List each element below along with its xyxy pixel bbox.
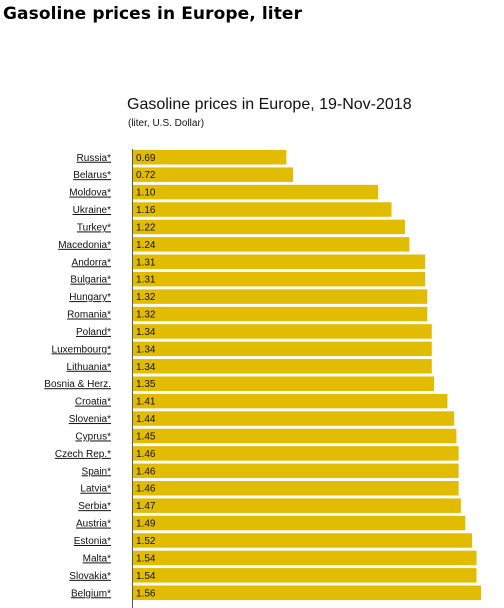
- bar: [133, 202, 392, 217]
- category-label[interactable]: Bosnia & Herz.: [44, 379, 111, 390]
- category-label[interactable]: Romania*: [67, 310, 111, 321]
- value-label: 1.34: [136, 362, 156, 373]
- category-label[interactable]: Latvia*: [80, 484, 111, 495]
- category-label[interactable]: Hungary*: [69, 292, 111, 303]
- category-label[interactable]: Belgium*: [71, 588, 111, 599]
- bar: [133, 480, 459, 496]
- value-label: 1.46: [136, 484, 156, 495]
- bar: [133, 359, 432, 374]
- bar: [133, 463, 459, 479]
- value-label: 1.41: [136, 397, 156, 408]
- value-label: 1.49: [136, 519, 156, 530]
- category-label[interactable]: Slovakia*: [69, 571, 111, 582]
- bar: [133, 376, 435, 391]
- category-label[interactable]: Croatia*: [75, 397, 111, 408]
- category-label[interactable]: Cyprus*: [75, 431, 111, 442]
- value-label: 1.45: [136, 431, 156, 442]
- bar: [133, 515, 466, 531]
- category-label[interactable]: Ukraine*: [73, 205, 111, 216]
- category-label[interactable]: Belarus*: [73, 170, 111, 181]
- category-label[interactable]: Poland*: [76, 327, 111, 338]
- page-title: Gasoline prices in Europe, liter: [3, 4, 303, 24]
- category-label[interactable]: Malta*: [83, 553, 111, 564]
- bar: [133, 411, 455, 426]
- bar: [133, 150, 287, 165]
- value-label: 0.69: [136, 153, 156, 164]
- bar: [133, 237, 410, 252]
- category-label[interactable]: Serbia*: [78, 501, 111, 512]
- value-label: 1.16: [136, 205, 156, 216]
- value-label: 1.46: [136, 449, 156, 460]
- bar: [133, 306, 428, 322]
- value-label: 1.54: [136, 553, 156, 564]
- value-label: 1.22: [136, 222, 156, 233]
- category-label[interactable]: Slovenia*: [69, 414, 111, 425]
- value-label: 1.35: [136, 379, 156, 390]
- bar: [133, 324, 432, 339]
- value-label: 1.32: [136, 310, 156, 321]
- value-label: 1.46: [136, 466, 156, 477]
- bar: [133, 393, 448, 409]
- category-label[interactable]: Spain*: [82, 466, 112, 477]
- chart-title: Gasoline prices in Europe, 19-Nov-2018: [127, 96, 412, 113]
- category-label[interactable]: Austria*: [76, 519, 111, 530]
- value-label: 1.31: [136, 257, 156, 268]
- category-label[interactable]: Moldova*: [69, 188, 111, 199]
- value-label: 1.47: [136, 501, 156, 512]
- bar: [133, 254, 426, 270]
- value-label: 1.34: [136, 344, 156, 355]
- chart-subtitle: (liter, U.S. Dollar): [128, 118, 205, 129]
- bar: [133, 428, 457, 444]
- category-label[interactable]: Lithuania*: [67, 362, 112, 373]
- bar: [133, 219, 405, 235]
- value-label: 1.24: [136, 240, 156, 251]
- bar: [133, 550, 477, 566]
- bar: [133, 167, 294, 182]
- value-label: 1.44: [136, 414, 156, 425]
- bar: [133, 341, 432, 357]
- category-label[interactable]: Estonia*: [74, 536, 111, 547]
- category-label[interactable]: Andorra*: [72, 257, 112, 268]
- category-label[interactable]: Macedonia*: [58, 240, 111, 251]
- value-label: 1.52: [136, 536, 156, 547]
- value-label: 1.10: [136, 188, 156, 199]
- bar: [133, 568, 477, 583]
- category-label[interactable]: Russia*: [77, 153, 112, 164]
- value-label: 1.31: [136, 275, 156, 286]
- category-label[interactable]: Luxembourg*: [52, 344, 112, 355]
- bar: [133, 289, 428, 304]
- bar: [133, 585, 481, 600]
- bar: [133, 533, 473, 548]
- value-label: 1.56: [136, 588, 156, 599]
- value-label: 0.72: [136, 170, 156, 181]
- bar: [133, 271, 426, 287]
- category-label[interactable]: Czech Rep.*: [55, 449, 111, 460]
- value-label: 1.54: [136, 571, 156, 582]
- category-label[interactable]: Turkey*: [77, 222, 111, 233]
- bar: [133, 498, 461, 513]
- value-label: 1.34: [136, 327, 156, 338]
- value-label: 1.32: [136, 292, 156, 303]
- bar: [133, 446, 459, 461]
- bar: [133, 184, 379, 200]
- category-label[interactable]: Bulgaria*: [70, 275, 111, 286]
